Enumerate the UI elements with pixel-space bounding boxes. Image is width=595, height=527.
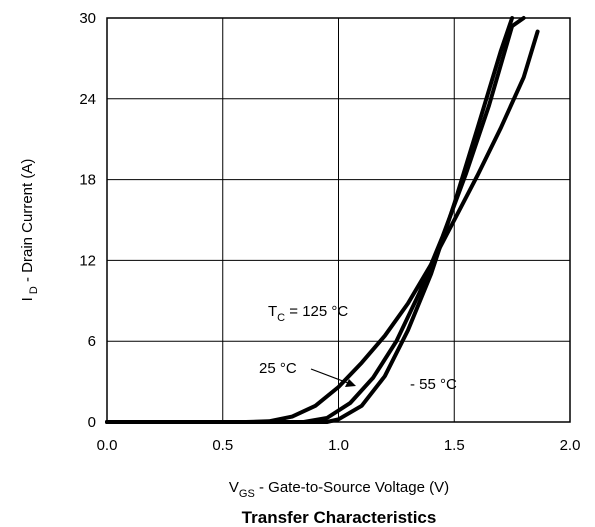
x-tick-label: 0.5 <box>212 437 233 454</box>
annotation-25c-arrowhead <box>345 379 356 387</box>
y-tick-label: 6 <box>88 333 96 350</box>
x-tick-label: 1.0 <box>328 437 349 454</box>
x-axis-title: VGS - Gate-to-Source Voltage (V) <box>229 479 449 500</box>
plot-frame <box>106 17 571 423</box>
y-tick-label: 12 <box>79 252 96 269</box>
annotation-25c: 25 °C <box>259 360 297 377</box>
x-tick-label: 1.5 <box>444 437 465 454</box>
annotation-minus55c: - 55 °C <box>410 376 457 393</box>
y-tick-label: 0 <box>88 414 96 431</box>
x-tick-label: 0.0 <box>97 437 118 454</box>
series-curves <box>105 16 540 424</box>
x-tick-label: 2.0 <box>560 437 581 454</box>
y-tick-label: 18 <box>79 172 96 189</box>
annotation-125c: TC = 125 °C <box>268 303 348 324</box>
annotation-25c-arrow <box>310 368 349 384</box>
series-line-minus55c <box>105 16 515 424</box>
tick-labels: 0.0 0.5 1.0 1.5 2.0 0 6 12 18 24 30 <box>79 10 580 454</box>
series-line-25c <box>105 16 526 424</box>
y-axis-title: I D - Drain Current (A) <box>19 159 40 302</box>
series-line-125c <box>105 29 540 424</box>
chart-title: Transfer Characteristics <box>242 508 437 527</box>
grid-lines <box>106 17 571 423</box>
y-tick-label: 24 <box>79 91 96 108</box>
y-tick-label: 30 <box>79 10 96 27</box>
